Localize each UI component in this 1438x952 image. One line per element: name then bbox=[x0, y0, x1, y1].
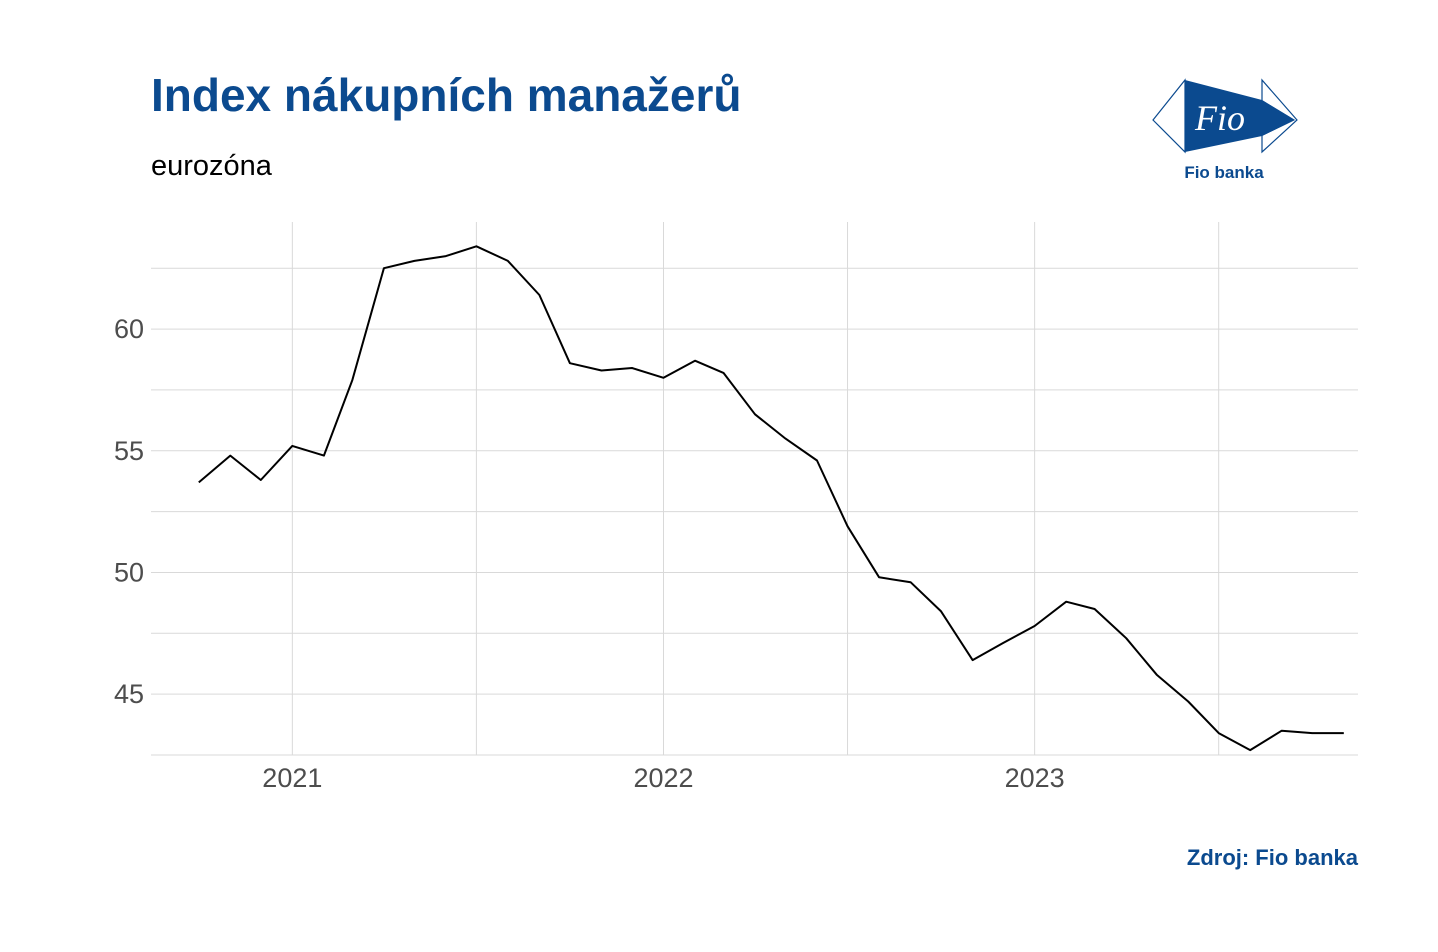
y-tick-label: 45 bbox=[114, 679, 144, 709]
y-tick-label: 50 bbox=[114, 557, 144, 587]
y-axis: 45 50 55 60 bbox=[114, 314, 144, 709]
x-tick-label: 2022 bbox=[633, 763, 693, 793]
fio-banka-logo: Fio Fio banka bbox=[1152, 78, 1298, 182]
chart-subtitle: eurozóna bbox=[151, 150, 272, 182]
x-tick-label: 2023 bbox=[1005, 763, 1065, 793]
series-line bbox=[198, 245, 1344, 752]
source-note: Zdroj: Fio banka bbox=[1186, 845, 1358, 870]
logo-text: Fio banka bbox=[1184, 163, 1264, 182]
chart-title: Index nákupních manažerů bbox=[151, 69, 742, 121]
y-tick-label: 60 bbox=[114, 314, 144, 344]
x-axis: 2021 2022 2023 bbox=[262, 763, 1064, 793]
y-tick-label: 55 bbox=[114, 436, 144, 466]
logo-mark-text: Fio bbox=[1194, 98, 1245, 138]
series-layer bbox=[198, 245, 1344, 752]
grid bbox=[151, 222, 1358, 756]
x-tick-label: 2021 bbox=[262, 763, 322, 793]
